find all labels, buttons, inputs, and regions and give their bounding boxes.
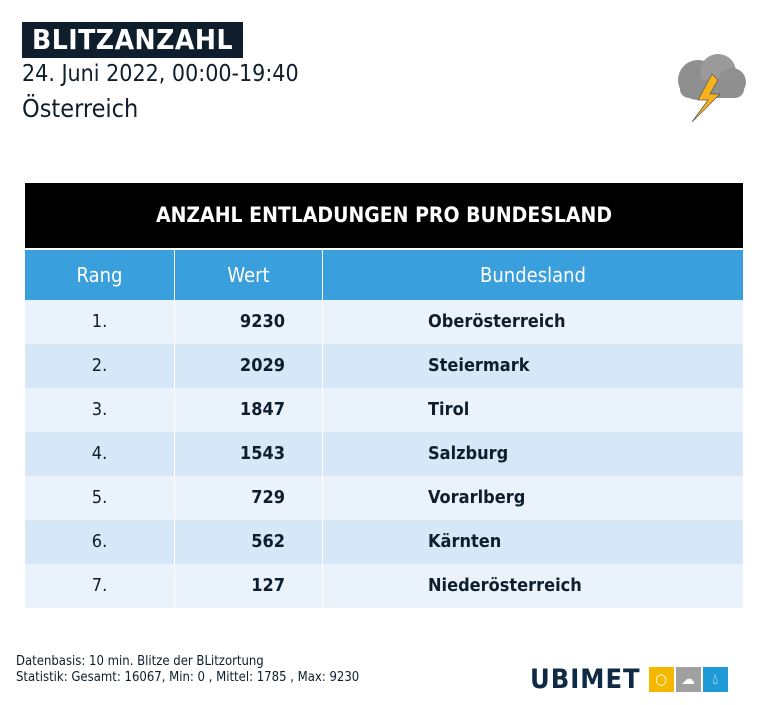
ubimet-logo: UBIMET ○ ☁ 💧︎ [530,664,728,695]
table-title: ANZAHL ENTLADUNGEN PRO BUNDESLAND [25,183,743,248]
value-cell: 127 [175,564,323,608]
rank-cell: 2. [25,344,175,388]
state-cell: Salzburg [428,443,509,464]
state-cell: Kärnten [428,531,502,552]
table-header: Rang Wert Bundesland [25,250,743,300]
cloud-icon: ☁ [675,667,701,692]
rank-cell: 6. [25,520,175,564]
drop-icon: 💧︎ [702,667,728,692]
data-basis: Datenbasis: 10 min. Blitze der BLitzortu… [16,654,264,669]
value-cell: 729 [175,476,323,520]
thunderstorm-cloud-icon [678,54,746,123]
table-row: 2. 2029 Steiermark [25,344,743,388]
table-row: 5. 729 Vorarlberg [25,476,743,520]
page-title: BLITZANZAHL [22,22,244,58]
column-header-bundesland: Bundesland [480,263,586,287]
rank-cell: 1. [25,300,175,344]
table-row: 1. 9230 Oberösterreich [25,300,743,344]
value-cell: 1847 [175,388,323,432]
state-cell: Steiermark [428,355,530,376]
table-row: 6. 562 Kärnten [25,520,743,564]
table-row: 4. 1543 Salzburg [25,432,743,476]
state-cell: Niederösterreich [428,575,582,596]
table-row: 7. 127 Niederösterreich [25,564,743,608]
value-cell: 2029 [175,344,323,388]
value-cell: 1543 [175,432,323,476]
column-header-wert: Wert [175,250,323,300]
rank-cell: 4. [25,432,175,476]
lightning-table: ANZAHL ENTLADUNGEN PRO BUNDESLAND Rang W… [25,183,743,608]
table-row: 3. 1847 Tirol [25,388,743,432]
sun-icon: ○ [648,667,674,692]
footer-notes: Datenbasis: 10 min. Blitze der BLitzortu… [16,654,359,686]
value-cell: 9230 [175,300,323,344]
region: Österreich [22,94,139,123]
rank-cell: 5. [25,476,175,520]
state-cell: Vorarlberg [428,487,526,508]
date-range: 24. Juni 2022, 00:00-19:40 [22,61,299,87]
value-cell: 562 [175,520,323,564]
rank-cell: 3. [25,388,175,432]
statistics: Statistik: Gesamt: 16067, Min: 0 , Mitte… [16,670,360,685]
rank-cell: 7. [25,564,175,608]
state-cell: Oberösterreich [428,311,566,332]
state-cell: Tirol [428,399,470,420]
column-header-rang: Rang [25,250,175,300]
logo-text: UBIMET [530,664,641,695]
